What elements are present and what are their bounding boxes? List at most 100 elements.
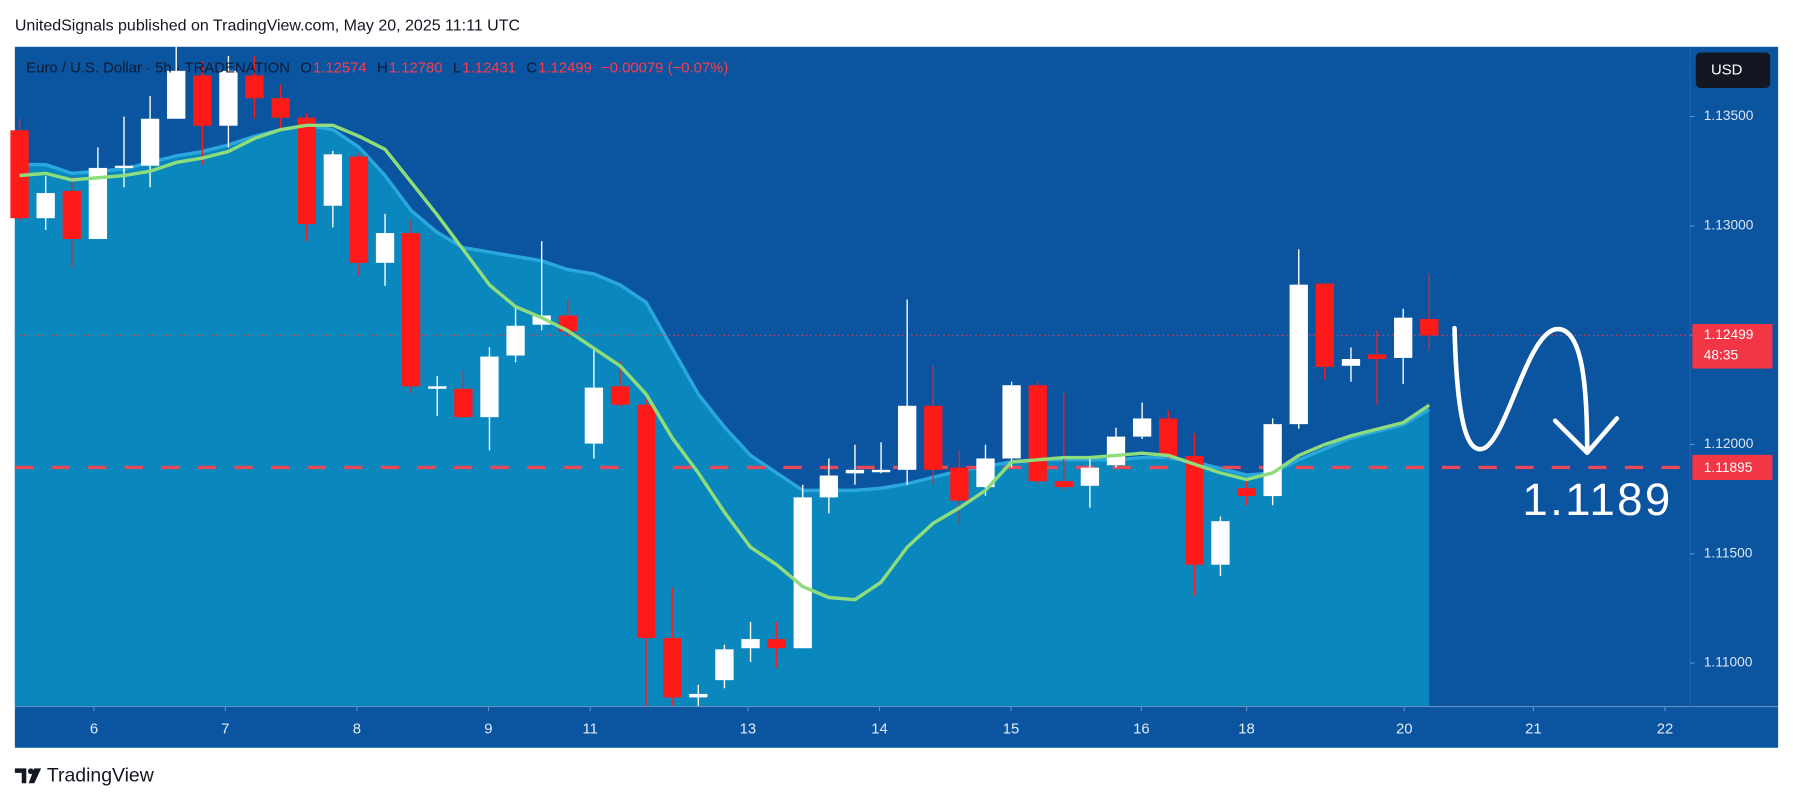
candle-body	[1106, 436, 1126, 466]
legend: Euro / U.S. Dollar · 5h · TRADENATION O1.…	[26, 60, 728, 76]
legend-ohlc-key: O	[300, 60, 312, 76]
candle-body	[506, 325, 525, 356]
x-tick-label: 14	[871, 721, 888, 737]
candle-body	[245, 75, 264, 99]
currency-label[interactable]: USD	[1711, 63, 1743, 79]
legend-ohlc-key: H	[377, 60, 388, 76]
x-tick-label: 16	[1133, 721, 1150, 737]
header: UnitedSignals published on TradingView.c…	[15, 17, 520, 34]
legend-ohlc-value: 1.12431	[462, 60, 516, 76]
candle-body	[88, 167, 108, 239]
candle-body	[480, 356, 499, 418]
tradingview-logo	[14, 768, 42, 784]
candle-body	[898, 405, 917, 470]
legend-ohlc-value: 1.12499	[538, 60, 592, 76]
last-price-label: 1.12499	[1704, 327, 1754, 342]
candle-body	[636, 404, 656, 638]
target-annotation: 1.1189	[1522, 474, 1672, 525]
y-tick-label: 1.13000	[1704, 217, 1754, 232]
footer: TradingView	[47, 764, 155, 786]
candle-body	[1054, 481, 1073, 488]
y-tick-label: 1.12000	[1704, 436, 1754, 451]
candle-body	[610, 386, 630, 405]
candle-body	[428, 386, 447, 389]
y-tick-label: 1.11000	[1704, 655, 1753, 670]
logo-dot	[28, 768, 34, 775]
candle-body	[1263, 424, 1282, 497]
candle-body	[375, 233, 395, 263]
candle-body	[271, 98, 290, 118]
x-tick-label: 8	[353, 721, 361, 737]
x-tick-label: 18	[1238, 721, 1255, 737]
legend-ohlc-key: C	[526, 60, 537, 76]
candle-body	[741, 639, 760, 649]
candle-body	[1132, 418, 1152, 437]
candle-body	[819, 475, 838, 498]
candle-body	[663, 637, 682, 698]
band-area	[14, 125, 1430, 707]
candle-body	[767, 639, 786, 649]
candle-body	[1185, 456, 1204, 565]
candle-body	[871, 469, 891, 473]
candle-body	[323, 154, 342, 206]
candle-body	[1028, 385, 1047, 482]
candle-body	[1159, 418, 1178, 457]
x-tick-label: 15	[1003, 721, 1020, 737]
candle-body	[1211, 521, 1230, 565]
forecast-arrow	[1452, 325, 1590, 453]
target-label: 1.11895	[1704, 460, 1753, 475]
x-tick-label: 6	[90, 721, 98, 737]
legend-title: Euro / U.S. Dollar · 5h · TRADENATION	[26, 60, 290, 76]
candle-body	[114, 165, 134, 168]
candle-body	[36, 193, 55, 219]
y-tick-label: 1.11500	[1704, 545, 1753, 560]
candle-body	[976, 458, 995, 488]
plot-area	[10, 46, 1691, 707]
candle-body	[715, 649, 734, 681]
legend-ohlc-value: 1.12574	[313, 60, 367, 76]
currency-button[interactable]	[1695, 52, 1771, 88]
candle-body	[924, 405, 943, 470]
candle-body	[532, 315, 551, 325]
candle-body	[454, 388, 473, 418]
x-tick-label: 20	[1396, 721, 1413, 737]
candle-body	[349, 156, 369, 263]
candle-body	[793, 497, 812, 649]
candle-body	[1341, 358, 1361, 366]
candle-body	[219, 70, 238, 126]
candle-body	[140, 118, 160, 166]
candle-body	[402, 233, 421, 387]
candle-body	[1002, 385, 1021, 459]
candle-body	[1420, 318, 1439, 336]
candle-body	[1394, 317, 1413, 358]
logo-mark	[14, 768, 27, 784]
target-label-box	[1692, 454, 1773, 481]
legend-ohlc-value: 1.12780	[389, 60, 443, 76]
arrow-head	[1552, 416, 1620, 456]
x-tick-label: 11	[583, 721, 598, 737]
x-tick-label: 9	[484, 721, 492, 737]
last-price-box	[1692, 323, 1773, 369]
y-tick-label: 1.13500	[1704, 108, 1754, 123]
candle-body	[62, 190, 81, 239]
candle-body	[1289, 284, 1308, 425]
candle-body	[1080, 467, 1100, 486]
candle-body	[193, 75, 212, 126]
legend-ohlc-key: L	[453, 60, 461, 76]
candle-body	[1315, 283, 1335, 367]
legend-change: −0.00079 (−0.07%)	[601, 60, 728, 76]
x-tick-label: 22	[1657, 721, 1674, 737]
countdown-label: 48:35	[1704, 348, 1739, 363]
x-tick-label: 7	[221, 721, 229, 737]
candle-body	[845, 469, 865, 474]
candle-body	[689, 693, 708, 698]
candle-body	[167, 70, 186, 119]
candle-body	[1367, 354, 1387, 359]
candle-body	[297, 117, 316, 225]
moving-average	[19, 123, 1431, 602]
candle-body	[1237, 488, 1256, 497]
x-tick-label: 21	[1525, 721, 1542, 737]
candle-body	[584, 387, 604, 444]
